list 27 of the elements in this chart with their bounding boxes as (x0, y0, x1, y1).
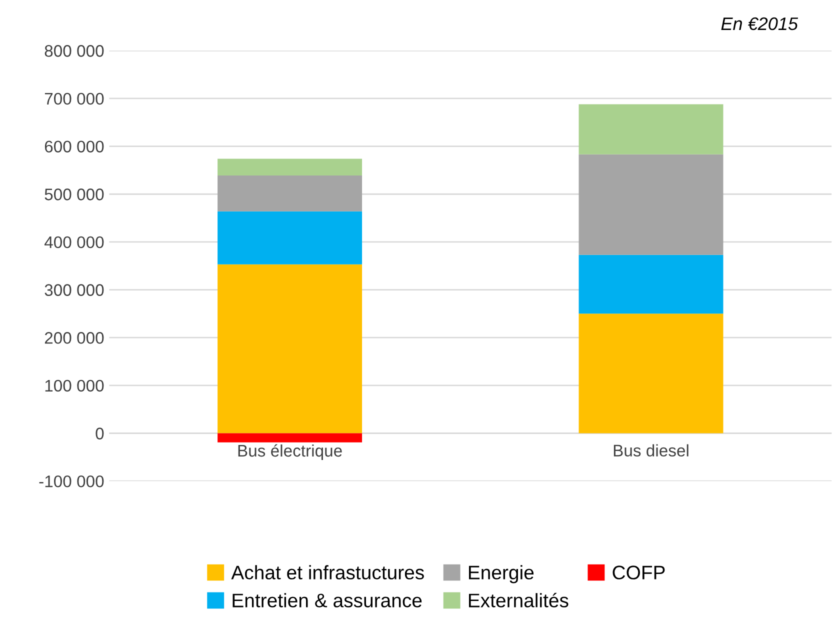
y-tick-label: 500 000 (44, 188, 104, 200)
y-tick-label: 100 000 (45, 380, 104, 392)
bar (218, 264, 362, 434)
bar (218, 433, 362, 442)
y-tick-label: 400 000 (44, 236, 104, 248)
bar (578, 314, 724, 434)
y-tick-label: 600 000 (44, 140, 104, 152)
bar (218, 158, 362, 176)
bar (578, 154, 724, 255)
y-tick-label: 800 000 (44, 45, 104, 57)
legend-label: COFP (612, 566, 665, 580)
bar (218, 211, 362, 264)
y-tick-label: -100 000 (39, 475, 104, 488)
x-tick-label: Bus diesel (614, 444, 688, 456)
legend-label: Energie (468, 565, 534, 584)
legend-label: Entretien & assurance (232, 593, 422, 608)
x-tick-label: Bus électrique (238, 444, 342, 460)
y-tick-label: 700 000 (44, 92, 104, 105)
legend-label: Achat et infrastuctures (231, 565, 424, 580)
bar (578, 254, 724, 314)
y-tick-label: 300 000 (44, 284, 104, 296)
bar (578, 104, 724, 154)
chart-subtitle: En €2015 (721, 17, 798, 30)
y-tick-label: 0 (96, 428, 104, 440)
legend-label: Externalités (468, 592, 568, 608)
bar (218, 175, 362, 212)
y-tick-label: 200 000 (44, 332, 104, 344)
